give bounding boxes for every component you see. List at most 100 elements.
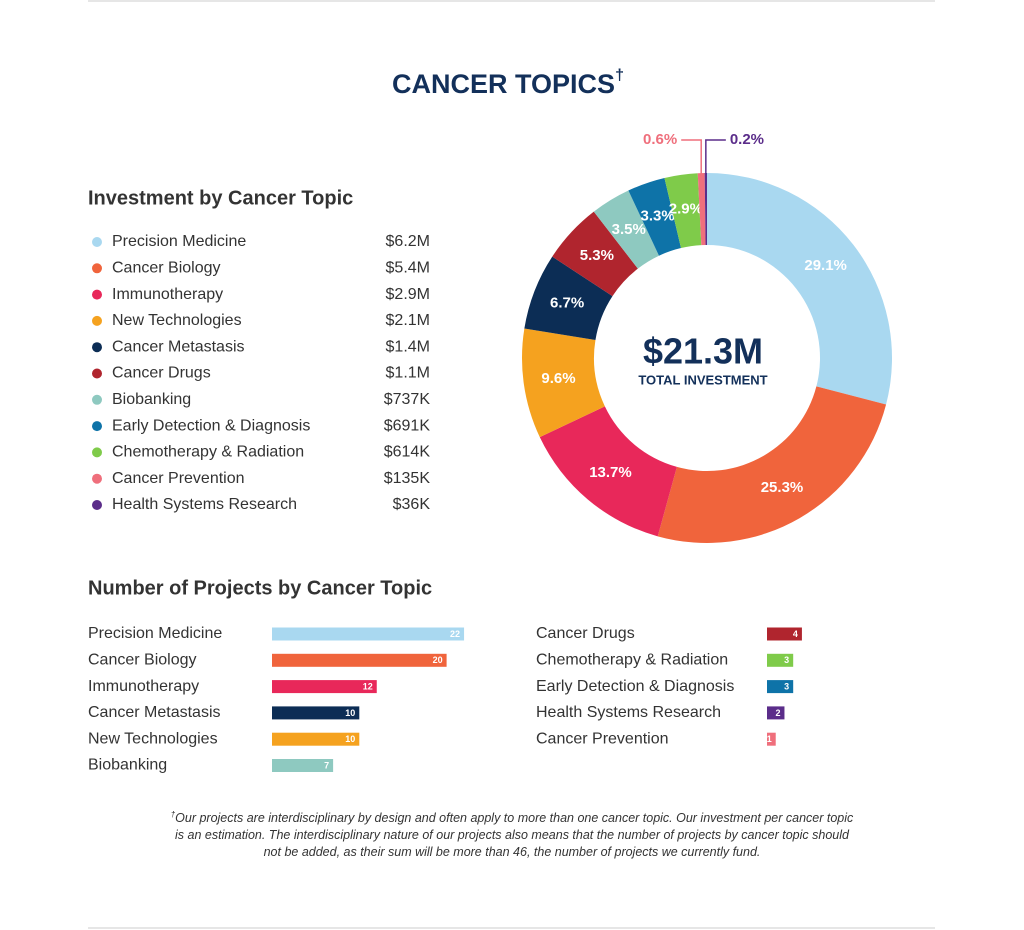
legend-amount: $2.1M	[386, 312, 430, 329]
legend-label: Early Detection & Diagnosis	[112, 417, 310, 434]
bar-value: 1	[767, 734, 772, 744]
pie-slice	[707, 173, 893, 405]
legend-dot	[92, 315, 102, 326]
legend-label: Cancer Biology	[112, 260, 221, 277]
slice-label: 3.3%	[641, 207, 675, 224]
bar-category: Biobanking	[88, 757, 167, 774]
bar	[767, 653, 794, 667]
section-title: Number of Projects by Cancer Topic	[88, 577, 432, 599]
bar-value: 10	[345, 734, 355, 744]
legend-label: New Technologies	[112, 312, 242, 329]
legend-amount: $1.4M	[386, 338, 430, 355]
legend-amount: $5.4M	[386, 260, 430, 277]
footnote: †Our projects are interdisciplinary by d…	[165, 806, 859, 861]
bar-value: 4	[793, 629, 798, 639]
legend-label: Cancer Metastasis	[112, 338, 245, 355]
legend-dot	[92, 263, 102, 274]
bar-value: 10	[345, 708, 355, 718]
slice-label: 6.7%	[550, 295, 584, 312]
slice-label: 3.5%	[612, 221, 646, 238]
pie-slice	[522, 328, 605, 438]
pie-slice	[657, 386, 887, 543]
legend-amount: $36K	[393, 496, 431, 513]
bar-category: Cancer Biology	[88, 652, 197, 669]
bar-value: 20	[433, 655, 443, 665]
bar	[272, 653, 447, 667]
slice-label: 9.6%	[541, 370, 575, 387]
legend-label: Cancer Drugs	[112, 365, 211, 382]
title-mark: †	[615, 67, 624, 84]
bar-category: Cancer Prevention	[536, 730, 669, 747]
legend-dot	[92, 421, 102, 432]
title-text: CANCER TOPICS	[392, 69, 615, 99]
legend-amount: $1.1M	[386, 365, 430, 382]
slice-label: 2.9%	[669, 200, 703, 217]
bar-value: 7	[324, 760, 329, 770]
legend-amount: $737K	[384, 391, 431, 408]
legend-dot	[92, 342, 102, 353]
footnote-text: Our projects are interdisciplinary by de…	[175, 811, 854, 860]
legend-label: Immunotherapy	[112, 286, 223, 303]
slice-label: 0.2%	[730, 131, 764, 148]
bar	[272, 706, 360, 720]
bar	[767, 706, 785, 720]
slice-label: 13.7%	[589, 464, 632, 481]
bar	[272, 680, 377, 694]
legend-dot	[92, 368, 102, 379]
bar	[272, 732, 360, 746]
legend-dot	[92, 394, 102, 405]
legend-label: Cancer Prevention	[112, 470, 245, 487]
legend-amount: $691K	[384, 417, 431, 434]
bar-value: 12	[363, 681, 373, 691]
legend-label: Health Systems Research	[112, 496, 297, 513]
slice-label: 29.1%	[804, 257, 847, 274]
bar	[272, 759, 334, 772]
bar-category: Cancer Drugs	[536, 625, 635, 642]
bar-value: 3	[784, 655, 789, 665]
pie-slice	[593, 190, 659, 269]
bar-category: Cancer Metastasis	[88, 704, 221, 721]
legend-amount: $135K	[384, 470, 431, 487]
pie-slice	[524, 256, 613, 341]
pie-slice	[552, 211, 638, 297]
legend-dot	[92, 447, 102, 458]
bar-category: Immunotherapy	[88, 678, 199, 695]
slice-label: 0.6%	[643, 131, 677, 148]
bar-value: 2	[775, 708, 780, 718]
bar-category: Precision Medicine	[88, 625, 222, 642]
legend-dot	[92, 289, 102, 300]
legend-dot	[92, 473, 102, 484]
legend-dot	[92, 237, 102, 247]
legend-dot	[92, 500, 102, 510]
bar-value: 22	[450, 629, 460, 639]
pie-slice	[664, 173, 702, 249]
bar	[767, 627, 802, 641]
legend-label: Chemotherapy & Radiation	[112, 444, 304, 461]
bar	[767, 732, 776, 746]
bar-category: New Technologies	[88, 730, 218, 747]
pie-slice	[539, 406, 677, 537]
pie-slice	[628, 177, 682, 256]
legend-amount: $6.2M	[386, 233, 430, 250]
section-title: Investment by Cancer Topic	[88, 187, 353, 209]
slice-label: 5.3%	[580, 247, 614, 264]
pie-slice	[697, 173, 706, 246]
bar-category: Early Detection & Diagnosis	[536, 678, 734, 695]
bar-value: 3	[784, 681, 789, 691]
leader-line	[705, 139, 726, 175]
legend-label: Biobanking	[112, 391, 191, 408]
bar	[767, 680, 794, 694]
bar	[272, 627, 465, 641]
footnote-mark: †	[170, 810, 176, 819]
legend-amount: $2.9M	[386, 286, 430, 303]
page-title: CANCER TOPICS†	[392, 67, 624, 99]
slice-label: 25.3%	[761, 479, 804, 496]
bar-category: Chemotherapy & Radiation	[536, 652, 728, 669]
pie-slice	[704, 173, 707, 246]
bar-category: Health Systems Research	[536, 704, 721, 721]
center-value: $21.3M	[643, 331, 763, 372]
legend-label: Precision Medicine	[112, 233, 246, 250]
legend-amount: $614K	[384, 444, 431, 461]
